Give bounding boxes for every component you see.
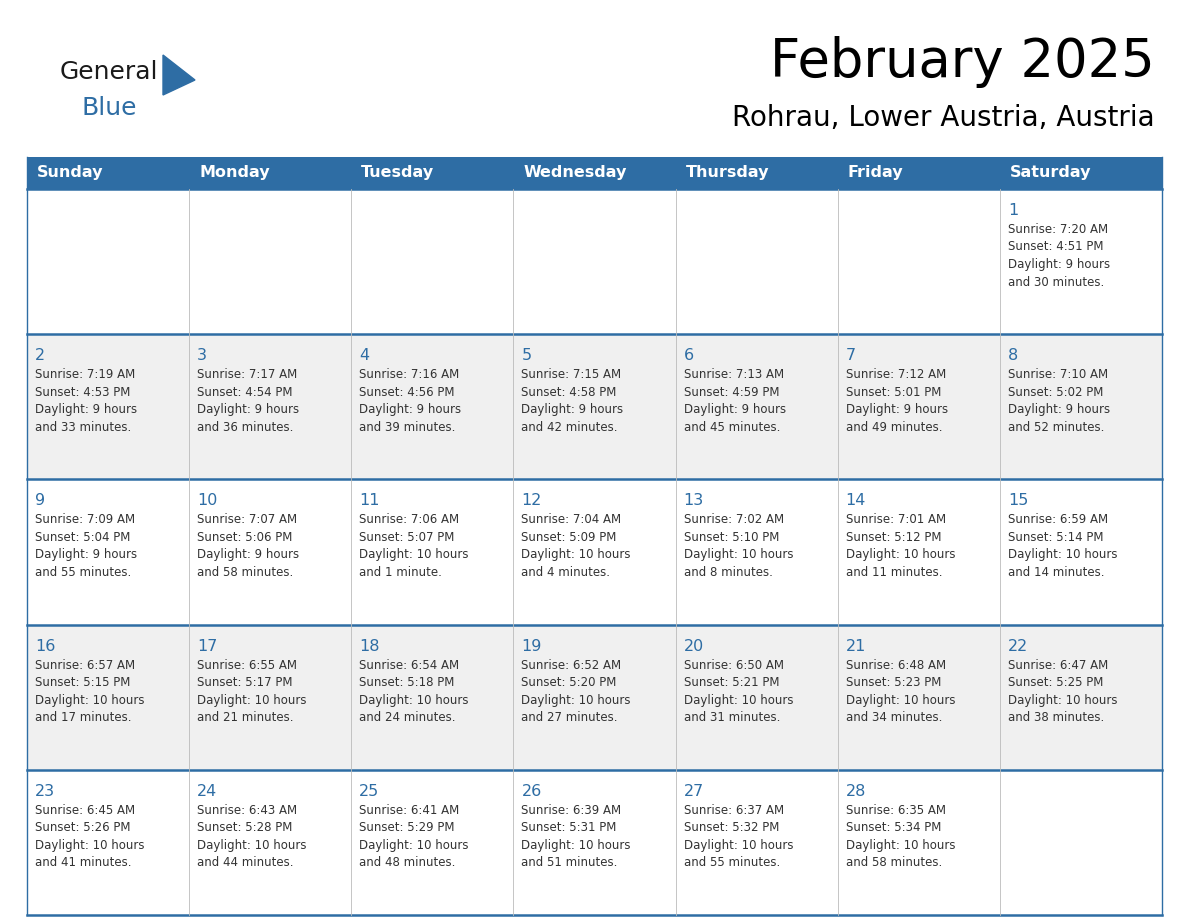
- Text: Sunrise: 7:06 AM
Sunset: 5:07 PM
Daylight: 10 hours
and 1 minute.: Sunrise: 7:06 AM Sunset: 5:07 PM Dayligh…: [359, 513, 469, 579]
- Text: 28: 28: [846, 784, 866, 799]
- Text: 12: 12: [522, 493, 542, 509]
- Text: 1: 1: [1007, 203, 1018, 218]
- Text: 18: 18: [359, 639, 380, 654]
- Text: 23: 23: [34, 784, 55, 799]
- Text: 16: 16: [34, 639, 56, 654]
- Text: Sunrise: 7:09 AM
Sunset: 5:04 PM
Daylight: 9 hours
and 55 minutes.: Sunrise: 7:09 AM Sunset: 5:04 PM Dayligh…: [34, 513, 137, 579]
- Text: Tuesday: Tuesday: [361, 165, 435, 181]
- Text: 22: 22: [1007, 639, 1028, 654]
- Text: Monday: Monday: [200, 165, 270, 181]
- Text: General: General: [61, 60, 158, 84]
- Text: 2: 2: [34, 348, 45, 364]
- Text: Sunrise: 7:13 AM
Sunset: 4:59 PM
Daylight: 9 hours
and 45 minutes.: Sunrise: 7:13 AM Sunset: 4:59 PM Dayligh…: [683, 368, 785, 433]
- Text: Sunrise: 7:17 AM
Sunset: 4:54 PM
Daylight: 9 hours
and 36 minutes.: Sunrise: 7:17 AM Sunset: 4:54 PM Dayligh…: [197, 368, 299, 433]
- Text: Sunrise: 6:48 AM
Sunset: 5:23 PM
Daylight: 10 hours
and 34 minutes.: Sunrise: 6:48 AM Sunset: 5:23 PM Dayligh…: [846, 658, 955, 724]
- Bar: [27, 624, 1162, 770]
- Text: 10: 10: [197, 493, 217, 509]
- Text: 27: 27: [683, 784, 703, 799]
- Text: 11: 11: [359, 493, 380, 509]
- Text: Sunrise: 6:52 AM
Sunset: 5:20 PM
Daylight: 10 hours
and 27 minutes.: Sunrise: 6:52 AM Sunset: 5:20 PM Dayligh…: [522, 658, 631, 724]
- Text: Sunrise: 6:43 AM
Sunset: 5:28 PM
Daylight: 10 hours
and 44 minutes.: Sunrise: 6:43 AM Sunset: 5:28 PM Dayligh…: [197, 804, 307, 869]
- Text: Sunrise: 6:39 AM
Sunset: 5:31 PM
Daylight: 10 hours
and 51 minutes.: Sunrise: 6:39 AM Sunset: 5:31 PM Dayligh…: [522, 804, 631, 869]
- Text: Sunrise: 6:45 AM
Sunset: 5:26 PM
Daylight: 10 hours
and 41 minutes.: Sunrise: 6:45 AM Sunset: 5:26 PM Dayligh…: [34, 804, 145, 869]
- Text: Sunrise: 6:37 AM
Sunset: 5:32 PM
Daylight: 10 hours
and 55 minutes.: Sunrise: 6:37 AM Sunset: 5:32 PM Dayligh…: [683, 804, 794, 869]
- Text: 8: 8: [1007, 348, 1018, 364]
- Text: Wednesday: Wednesday: [524, 165, 627, 181]
- Bar: [27, 770, 1162, 915]
- Text: Sunrise: 6:57 AM
Sunset: 5:15 PM
Daylight: 10 hours
and 17 minutes.: Sunrise: 6:57 AM Sunset: 5:15 PM Dayligh…: [34, 658, 145, 724]
- Bar: [27, 157, 1162, 189]
- Text: Sunrise: 7:10 AM
Sunset: 5:02 PM
Daylight: 9 hours
and 52 minutes.: Sunrise: 7:10 AM Sunset: 5:02 PM Dayligh…: [1007, 368, 1110, 433]
- Text: Sunrise: 7:16 AM
Sunset: 4:56 PM
Daylight: 9 hours
and 39 minutes.: Sunrise: 7:16 AM Sunset: 4:56 PM Dayligh…: [359, 368, 461, 433]
- Text: 24: 24: [197, 784, 217, 799]
- Text: Sunrise: 6:59 AM
Sunset: 5:14 PM
Daylight: 10 hours
and 14 minutes.: Sunrise: 6:59 AM Sunset: 5:14 PM Dayligh…: [1007, 513, 1118, 579]
- Text: Sunrise: 6:55 AM
Sunset: 5:17 PM
Daylight: 10 hours
and 21 minutes.: Sunrise: 6:55 AM Sunset: 5:17 PM Dayligh…: [197, 658, 307, 724]
- Bar: [27, 479, 1162, 624]
- Text: Sunrise: 7:07 AM
Sunset: 5:06 PM
Daylight: 9 hours
and 58 minutes.: Sunrise: 7:07 AM Sunset: 5:06 PM Dayligh…: [197, 513, 299, 579]
- Text: Sunrise: 6:35 AM
Sunset: 5:34 PM
Daylight: 10 hours
and 58 minutes.: Sunrise: 6:35 AM Sunset: 5:34 PM Dayligh…: [846, 804, 955, 869]
- Text: 17: 17: [197, 639, 217, 654]
- Text: Saturday: Saturday: [1010, 165, 1092, 181]
- Text: Rohrau, Lower Austria, Austria: Rohrau, Lower Austria, Austria: [732, 104, 1155, 132]
- Text: 4: 4: [359, 348, 369, 364]
- Text: Friday: Friday: [848, 165, 903, 181]
- Text: Sunrise: 6:50 AM
Sunset: 5:21 PM
Daylight: 10 hours
and 31 minutes.: Sunrise: 6:50 AM Sunset: 5:21 PM Dayligh…: [683, 658, 794, 724]
- Bar: [27, 334, 1162, 479]
- Text: 26: 26: [522, 784, 542, 799]
- Text: Thursday: Thursday: [685, 165, 769, 181]
- Text: Sunday: Sunday: [37, 165, 103, 181]
- Polygon shape: [163, 55, 195, 95]
- Text: Sunrise: 7:20 AM
Sunset: 4:51 PM
Daylight: 9 hours
and 30 minutes.: Sunrise: 7:20 AM Sunset: 4:51 PM Dayligh…: [1007, 223, 1110, 288]
- Text: Sunrise: 7:12 AM
Sunset: 5:01 PM
Daylight: 9 hours
and 49 minutes.: Sunrise: 7:12 AM Sunset: 5:01 PM Dayligh…: [846, 368, 948, 433]
- Text: Sunrise: 7:02 AM
Sunset: 5:10 PM
Daylight: 10 hours
and 8 minutes.: Sunrise: 7:02 AM Sunset: 5:10 PM Dayligh…: [683, 513, 794, 579]
- Text: 9: 9: [34, 493, 45, 509]
- Text: Sunrise: 6:41 AM
Sunset: 5:29 PM
Daylight: 10 hours
and 48 minutes.: Sunrise: 6:41 AM Sunset: 5:29 PM Dayligh…: [359, 804, 469, 869]
- Text: 7: 7: [846, 348, 855, 364]
- Text: 3: 3: [197, 348, 207, 364]
- Bar: [27, 189, 1162, 334]
- Text: 6: 6: [683, 348, 694, 364]
- Text: 19: 19: [522, 639, 542, 654]
- Text: Sunrise: 7:04 AM
Sunset: 5:09 PM
Daylight: 10 hours
and 4 minutes.: Sunrise: 7:04 AM Sunset: 5:09 PM Dayligh…: [522, 513, 631, 579]
- Text: Sunrise: 6:54 AM
Sunset: 5:18 PM
Daylight: 10 hours
and 24 minutes.: Sunrise: 6:54 AM Sunset: 5:18 PM Dayligh…: [359, 658, 469, 724]
- Text: 14: 14: [846, 493, 866, 509]
- Text: Sunrise: 7:19 AM
Sunset: 4:53 PM
Daylight: 9 hours
and 33 minutes.: Sunrise: 7:19 AM Sunset: 4:53 PM Dayligh…: [34, 368, 137, 433]
- Text: 15: 15: [1007, 493, 1029, 509]
- Text: Blue: Blue: [82, 96, 138, 120]
- Text: Sunrise: 7:01 AM
Sunset: 5:12 PM
Daylight: 10 hours
and 11 minutes.: Sunrise: 7:01 AM Sunset: 5:12 PM Dayligh…: [846, 513, 955, 579]
- Text: 5: 5: [522, 348, 531, 364]
- Text: 13: 13: [683, 493, 703, 509]
- Text: 25: 25: [359, 784, 379, 799]
- Text: 21: 21: [846, 639, 866, 654]
- Text: Sunrise: 6:47 AM
Sunset: 5:25 PM
Daylight: 10 hours
and 38 minutes.: Sunrise: 6:47 AM Sunset: 5:25 PM Dayligh…: [1007, 658, 1118, 724]
- Text: 20: 20: [683, 639, 703, 654]
- Text: February 2025: February 2025: [770, 36, 1155, 88]
- Text: Sunrise: 7:15 AM
Sunset: 4:58 PM
Daylight: 9 hours
and 42 minutes.: Sunrise: 7:15 AM Sunset: 4:58 PM Dayligh…: [522, 368, 624, 433]
